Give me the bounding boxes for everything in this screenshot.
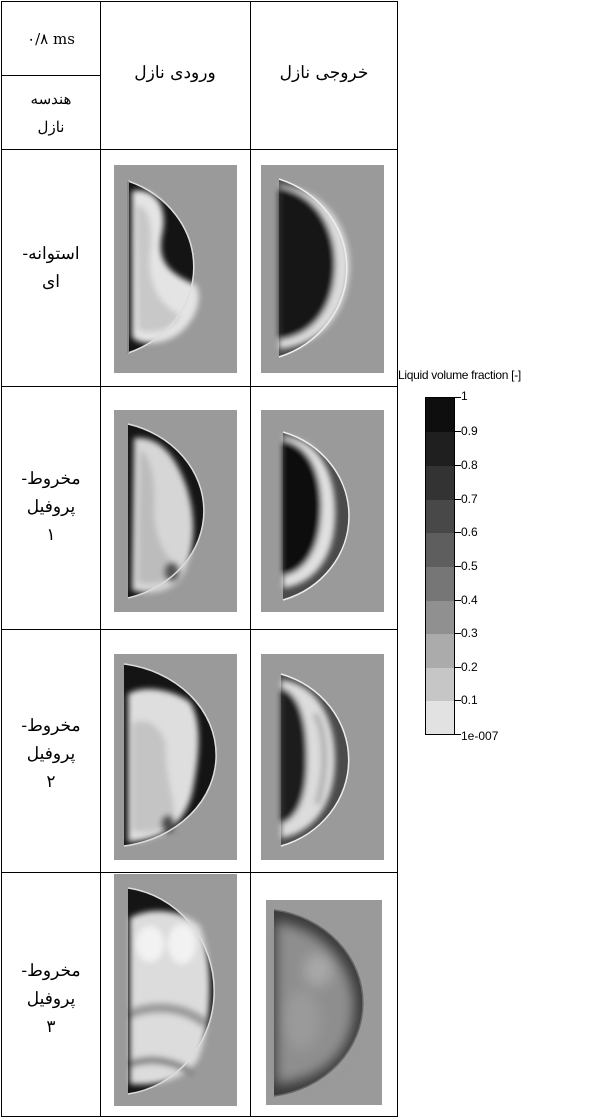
row-label-profile3-line3: ۳	[46, 1017, 56, 1037]
legend-label: 0.4	[461, 593, 478, 607]
row-label-profile1-line2: پروفیل	[26, 497, 76, 517]
table-divider	[2, 149, 398, 150]
legend-tick	[455, 633, 461, 634]
legend-label: 0.9	[461, 424, 478, 438]
table-divider	[2, 386, 398, 387]
row-label-profile2-line3: ۲	[46, 772, 56, 792]
legend-tick	[455, 566, 461, 567]
row-label-profile2-line1: مخروط-	[21, 716, 81, 736]
row-label-cylindrical-line2: ای	[41, 272, 61, 292]
table-divider	[2, 75, 100, 76]
contour-profile2-inlet	[114, 654, 237, 860]
row-label-profile1-line1: مخروط-	[21, 469, 81, 489]
legend-label: 0.8	[461, 458, 478, 472]
legend-tick	[455, 700, 461, 701]
legend-label: 1	[461, 389, 468, 403]
row-label-profile1-line3: ۱	[46, 525, 56, 545]
contour-cylindrical-outlet	[261, 165, 384, 373]
legend-tick	[455, 734, 461, 735]
geometry-header-line1: هندسه	[30, 90, 72, 108]
table-divider	[2, 629, 398, 630]
legend-tick	[455, 397, 461, 398]
contour-profile2-outlet	[261, 654, 384, 860]
legend-tick	[455, 600, 461, 601]
row-label-cylindrical-line1: استوانه-	[22, 244, 80, 264]
legend-label: 0.5	[461, 559, 478, 573]
legend-tick	[455, 431, 461, 432]
time-label: ۰/۸ ms	[27, 30, 75, 48]
geometry-header-line2: نازل	[37, 118, 65, 136]
table-divider	[250, 2, 251, 1116]
column-header-outlet: خروجی نازل	[279, 63, 369, 83]
contour-profile1-outlet	[261, 410, 384, 612]
legend-label: 0.7	[461, 492, 478, 506]
contour-profile3-inlet	[114, 874, 237, 1106]
legend-label: 0.6	[461, 525, 478, 539]
legend-tick	[455, 499, 461, 500]
table-divider	[2, 872, 398, 873]
table-divider	[100, 2, 101, 1116]
legend-label: 1e-007	[461, 729, 499, 743]
legend-tick	[455, 465, 461, 466]
legend-title: Liquid volume fraction [-]	[398, 368, 521, 382]
results-table	[1, 1, 398, 1117]
legend-tick	[455, 532, 461, 533]
legend-label: 0.2	[461, 660, 478, 674]
contour-profile1-inlet	[114, 410, 237, 612]
contour-cylindrical-inlet	[114, 165, 237, 373]
row-label-profile3-line2: پروفیل	[26, 989, 76, 1009]
row-label-profile2-line2: پروفیل	[26, 744, 76, 764]
legend-label: 0.3	[461, 626, 478, 640]
legend-label: 0.1	[461, 693, 478, 707]
row-label-profile3-line1: مخروط-	[21, 961, 81, 981]
legend-tick	[455, 667, 461, 668]
contour-profile3-outlet	[266, 900, 382, 1105]
legend-colorbar	[425, 397, 455, 735]
column-header-inlet: ورودی نازل	[134, 63, 216, 83]
